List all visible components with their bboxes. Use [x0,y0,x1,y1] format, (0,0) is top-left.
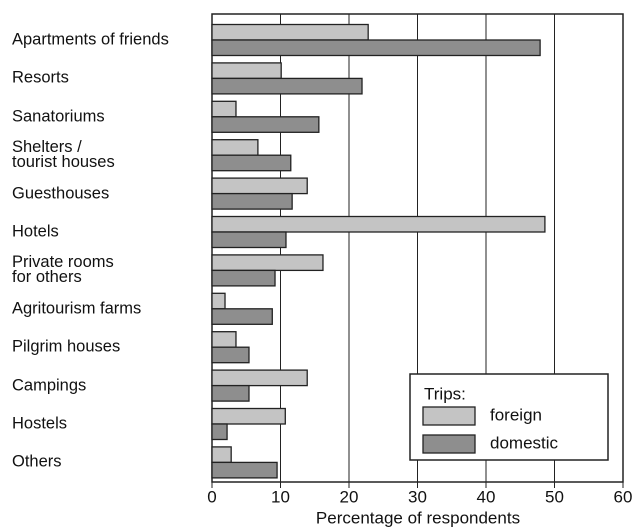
x-tick-label: 50 [545,487,564,506]
category-label: Private rooms for others [12,253,114,287]
bar [211,77,363,95]
x-tick-label: 20 [340,487,359,506]
legend-label: domestic [490,433,559,452]
bar [211,308,273,325]
bar [211,62,282,80]
x-tick-label: 10 [271,487,290,506]
legend: Trips: foreign domestic [409,373,609,461]
category-label: Apartments of friends [12,30,169,49]
bar [211,369,308,387]
category-label: Campings [12,376,87,395]
bar [211,231,287,249]
bar [211,177,308,195]
x-axis-label: Percentage of respondents [316,508,520,527]
legend-label: foreign [490,405,542,424]
bar [211,269,276,287]
bar [211,154,292,172]
bar [211,423,228,441]
bar [211,292,226,310]
bar [211,254,324,272]
x-tick-label: 60 [614,487,633,506]
bar [211,407,286,425]
legend-swatch [422,406,476,426]
category-label: Shelters / tourist houses [12,138,115,172]
bar [211,116,320,133]
bar [211,461,278,479]
legend-title: Trips: [424,384,466,403]
bar [211,446,232,464]
category-label: Hotels [12,222,59,241]
bar [211,384,250,402]
category-label: Resorts [12,68,69,87]
bar [211,23,369,41]
x-tick-label: 0 [207,487,216,506]
category-label: Hostels [12,414,68,433]
category-label: Pilgrim houses [12,337,121,356]
category-label: Agritourism farms [12,299,142,318]
bar [211,100,237,118]
bar [211,346,250,364]
x-tick-label: 30 [408,487,427,506]
bar [211,215,546,233]
category-label: Sanatoriums [12,107,105,126]
category-label: Guesthouses [12,184,110,203]
bar [211,331,237,348]
x-tick-label: 40 [477,487,496,506]
category-label: Others [12,452,62,471]
bar [211,39,541,57]
bar [211,192,293,210]
bar [211,139,259,156]
legend-swatch [422,434,476,454]
